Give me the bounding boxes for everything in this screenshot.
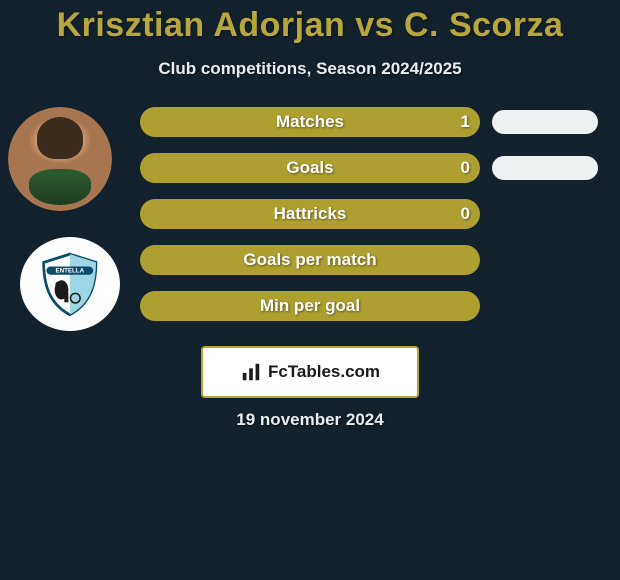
page-subtitle: Club competitions, Season 2024/2025: [0, 59, 620, 79]
bar-label: Goals per match: [243, 250, 376, 270]
bar-label: Goals: [286, 158, 333, 178]
svg-text:ENTELLA: ENTELLA: [56, 267, 85, 274]
brand-badge[interactable]: FcTables.com: [201, 346, 419, 398]
page-title: Krisztian Adorjan vs C. Scorza: [0, 0, 620, 45]
bar-min-per-goal: Min per goal: [140, 291, 480, 321]
bar-matches: Matches 1: [140, 107, 480, 137]
bar-goals: Goals 0: [140, 153, 480, 183]
bar-label: Min per goal: [260, 296, 360, 316]
brand-text: FcTables.com: [268, 362, 380, 382]
bar-value-left: 0: [461, 158, 470, 178]
bar-label: Matches: [276, 112, 344, 132]
pill-matches: [492, 110, 598, 134]
pill-goals: [492, 156, 598, 180]
club-crest-icon: ENTELLA: [33, 250, 107, 319]
comparison-infographic: Krisztian Adorjan vs C. Scorza Club comp…: [0, 0, 620, 580]
player-2-crest: ENTELLA: [20, 237, 120, 331]
chart-icon: [240, 361, 262, 383]
bar-value-left: 0: [461, 204, 470, 224]
player-photo-placeholder: [8, 107, 112, 211]
bar-value-left: 1: [461, 112, 470, 132]
bar-label: Hattricks: [274, 204, 347, 224]
footer-date: 19 november 2024: [236, 410, 383, 430]
bar-hattricks: Hattricks 0: [140, 199, 480, 229]
stat-bars: Matches 1 Goals 0 Hattricks 0 Goals per …: [140, 107, 480, 337]
right-pills: [492, 107, 602, 202]
bar-goals-per-match: Goals per match: [140, 245, 480, 275]
player-1-avatar: [8, 107, 112, 211]
